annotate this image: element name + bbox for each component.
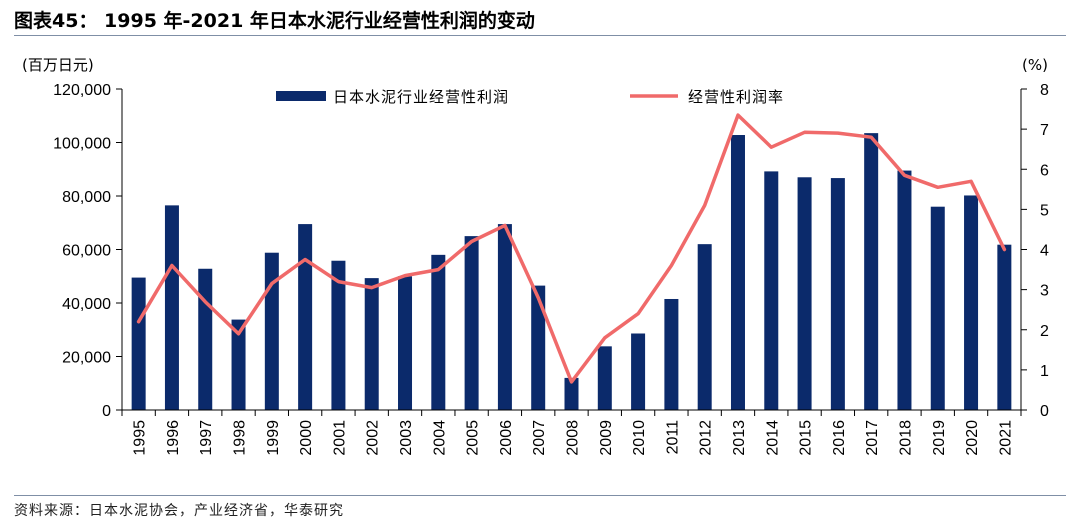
right-axis-ticks: 0 1 2 3 4 5 6 7 8 <box>1021 82 1049 420</box>
bar-series <box>131 133 1012 410</box>
right-tick-label: 7 <box>1040 122 1049 139</box>
x-tick-label: 2021 <box>997 420 1014 456</box>
bar-2010 <box>631 333 646 410</box>
bar-2020 <box>964 195 979 410</box>
x-tick-label: 2009 <box>598 420 615 456</box>
x-tick-label: 2013 <box>731 420 748 456</box>
bar-2012 <box>697 244 712 410</box>
x-tick-label: 2007 <box>531 420 548 456</box>
left-axis-unit: (百万日元) <box>22 56 94 74</box>
x-tick-label: 1996 <box>165 420 182 456</box>
x-tick-label: 2016 <box>831 420 848 456</box>
legend-bar-label: 日本水泥行业经营性利润 <box>333 88 509 106</box>
right-tick-label: 8 <box>1040 82 1049 99</box>
x-tick-label: 2020 <box>964 420 981 456</box>
bar-2013 <box>730 135 745 410</box>
bar-1995 <box>131 277 146 410</box>
x-tick-label: 2000 <box>298 420 315 456</box>
right-axis-unit: (%) <box>1022 56 1048 74</box>
bar-1997 <box>198 268 213 410</box>
bar-2006 <box>497 224 512 410</box>
source-note: 资料来源：日本水泥协会，产业经济省，华泰研究 <box>14 503 344 519</box>
x-tick-label: 2010 <box>631 420 648 456</box>
bar-2019 <box>930 206 945 410</box>
x-tick-label: 2014 <box>764 420 781 456</box>
left-tick-label: 60,000 <box>62 243 111 260</box>
profit-margin-line <box>136 113 1007 384</box>
x-tick-label: 1997 <box>198 420 215 456</box>
x-tick-label: 1998 <box>232 420 249 456</box>
left-tick-label: 20,000 <box>62 350 111 367</box>
bar-2004 <box>431 254 446 410</box>
bar-2003 <box>398 276 413 410</box>
bar-2014 <box>764 171 779 410</box>
x-tick-label: 1999 <box>265 420 282 456</box>
title-divider <box>14 35 1066 36</box>
x-tick-label: 2012 <box>698 420 715 456</box>
x-tick-label: 2018 <box>897 420 914 456</box>
right-tick-label: 3 <box>1040 283 1049 300</box>
bar-1998 <box>231 319 246 410</box>
bar-2001 <box>331 260 346 410</box>
bar-2011 <box>664 298 679 410</box>
right-tick-label: 2 <box>1040 323 1049 340</box>
left-tick-label: 120,000 <box>53 82 111 99</box>
legend-line-label: 经营性利润率 <box>688 88 784 106</box>
left-axis-ticks: 0 20,000 40,000 60,000 80,000 100,000 120,000 <box>53 82 122 420</box>
right-tick-label: 5 <box>1040 202 1049 219</box>
x-tick-label: 2003 <box>398 420 415 456</box>
bar-2021 <box>997 244 1012 410</box>
x-axis-ticks: 1995 1996 1997 1998 1999 2000 2001 2002 2003 2004… <box>121 410 1022 456</box>
right-tick-label: 1 <box>1040 363 1049 380</box>
axes <box>121 89 1022 411</box>
bar-2018 <box>897 170 912 410</box>
left-tick-label: 0 <box>102 403 111 420</box>
right-tick-label: 4 <box>1040 243 1049 260</box>
left-tick-label: 40,000 <box>62 296 111 313</box>
bar-2005 <box>464 236 479 410</box>
left-tick-label: 100,000 <box>53 136 111 153</box>
x-tick-label: 2004 <box>431 420 448 456</box>
bar-1999 <box>264 252 279 410</box>
left-tick-label: 80,000 <box>62 189 111 206</box>
bar-2015 <box>797 177 812 410</box>
bar-2002 <box>364 278 379 410</box>
x-tick-label: 1995 <box>132 420 149 456</box>
right-tick-label: 6 <box>1040 162 1049 179</box>
bar-1996 <box>164 205 179 410</box>
bar-2000 <box>298 224 313 410</box>
x-tick-label: 2011 <box>664 420 681 455</box>
source-divider <box>14 495 1066 496</box>
x-tick-label: 2019 <box>931 420 948 456</box>
x-tick-label: 2006 <box>498 420 515 456</box>
x-tick-label: 2002 <box>365 420 382 456</box>
x-tick-label: 2001 <box>331 420 348 456</box>
bar-2007 <box>531 285 546 410</box>
bar-2016 <box>830 178 845 410</box>
legend-bar-swatch <box>276 91 326 101</box>
bar-2009 <box>597 346 612 410</box>
bar-2008 <box>564 377 579 410</box>
bar-2017 <box>864 133 879 410</box>
x-tick-label: 2005 <box>465 420 482 456</box>
right-tick-label: 0 <box>1040 403 1049 420</box>
legend: 日本水泥行业经营性利润 经营性利润率 <box>276 88 784 106</box>
figure-title: 图表45： 1995 年-2021 年日本水泥行业经营性利润的变动 <box>14 10 535 32</box>
x-tick-label: 2015 <box>798 420 815 456</box>
x-tick-label: 2017 <box>864 420 881 456</box>
x-tick-label: 2008 <box>565 420 582 456</box>
